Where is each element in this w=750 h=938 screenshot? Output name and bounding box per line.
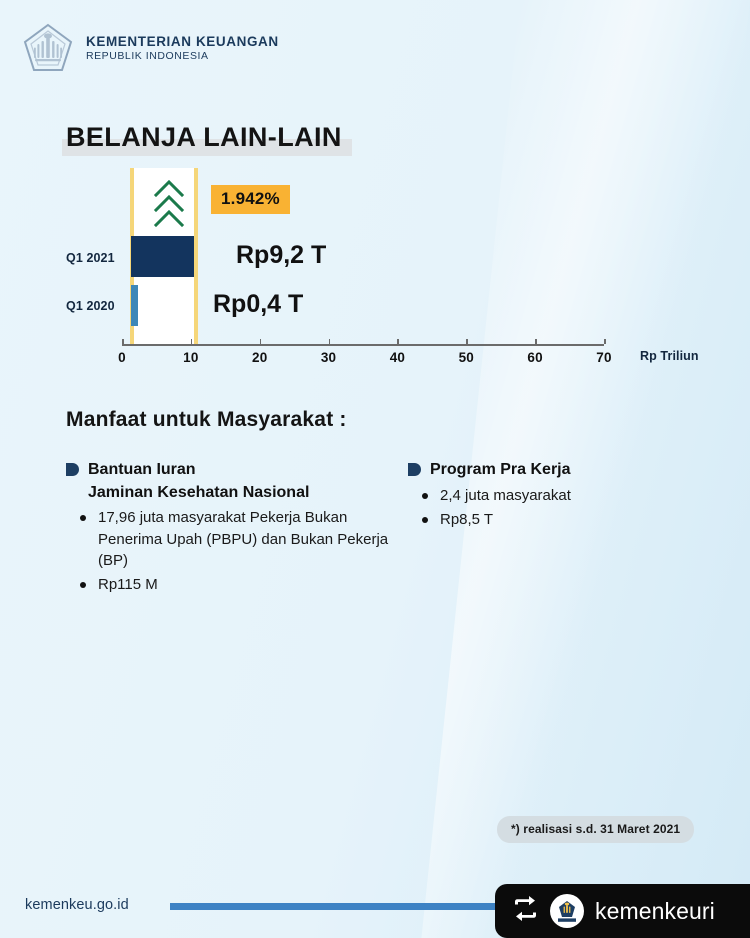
x-axis-tick bbox=[328, 339, 331, 344]
benefit-section-head: Program Pra Kerja bbox=[408, 459, 708, 482]
category-label-2020: Q1 2020 bbox=[66, 299, 115, 313]
growth-percentage-badge: 1.942% bbox=[211, 185, 290, 214]
kemenkeu-emblem-icon bbox=[22, 22, 74, 74]
list-item: 2,4 juta masyarakat bbox=[408, 485, 708, 506]
ministry-name: KEMENTERIAN KEUANGAN bbox=[86, 33, 279, 49]
benefit-column-right: Program Pra Kerja 2,4 juta masyarakat Rp… bbox=[408, 459, 708, 530]
footnote-badge: *) realisasi s.d. 31 Maret 2021 bbox=[497, 816, 695, 843]
title-highlight bbox=[62, 139, 352, 156]
half-circle-bullet-icon bbox=[408, 463, 421, 476]
page-title: BELANJA LAIN-LAIN bbox=[66, 122, 342, 152]
list-item: Rp8,5 T bbox=[408, 509, 708, 530]
repost-icon bbox=[512, 895, 539, 927]
x-axis-tick-label: 30 bbox=[320, 350, 337, 365]
x-axis-tick-label: 0 bbox=[118, 350, 126, 365]
kemenkeu-avatar bbox=[550, 894, 584, 928]
list-item: 17,96 juta masyarakat Pekerja Bukan Pene… bbox=[66, 507, 396, 571]
growth-up-chevrons-icon bbox=[152, 178, 186, 230]
benefit-title-line2: Jaminan Kesehatan Nasional bbox=[88, 483, 310, 501]
page-title-wrap: BELANJA LAIN-LAIN bbox=[62, 122, 352, 156]
ministry-country: REPUBLIK INDONESIA bbox=[86, 49, 209, 62]
x-axis-tick-label: 50 bbox=[458, 350, 474, 365]
list-item: Rp115 M bbox=[66, 574, 396, 595]
category-label-2021: Q1 2021 bbox=[66, 251, 115, 265]
half-circle-bullet-icon bbox=[66, 463, 79, 476]
benefit-section-title: Program Pra Kerja bbox=[430, 459, 571, 482]
x-axis-tick-label: 40 bbox=[389, 350, 406, 365]
x-axis-tick bbox=[535, 339, 537, 344]
instagram-repost-badge[interactable]: kemenkeuri bbox=[495, 884, 750, 938]
reference-line-end bbox=[194, 168, 199, 344]
x-axis-tick bbox=[259, 339, 262, 344]
benefit-list: 17,96 juta masyarakat Pekerja Bukan Pene… bbox=[66, 507, 396, 595]
bar-2020 bbox=[131, 285, 138, 326]
benefit-title-line1: Program Pra Kerja bbox=[430, 461, 571, 478]
benefit-title-line1: Bantuan Iuran bbox=[88, 461, 196, 478]
benefit-section-title: Bantuan Iuran Jaminan Kesehatan Nasional bbox=[88, 459, 309, 504]
x-axis-tick bbox=[397, 339, 399, 344]
x-axis-tick-label: 60 bbox=[527, 350, 543, 365]
header: KEMENTERIAN KEUANGAN REPUBLIK INDONESIA bbox=[22, 22, 279, 74]
bar-2021 bbox=[131, 236, 195, 277]
footer-website-url: kemenkeu.go.id bbox=[25, 897, 129, 913]
brand-text: KEMENTERIAN KEUANGAN REPUBLIK INDONESIA bbox=[86, 34, 279, 63]
benefits-heading: Manfaat untuk Masyarakat : bbox=[66, 408, 347, 431]
x-axis-unit-label: Rp Triliun bbox=[640, 349, 699, 363]
x-axis-tick bbox=[190, 339, 193, 344]
x-axis-tick bbox=[604, 339, 606, 344]
bar-chart: 1.942% Q1 2021 Q1 2020 Rp9,2 T Rp0,4 T 0… bbox=[0, 168, 750, 383]
instagram-handle: kemenkeuri bbox=[595, 897, 715, 924]
bar-value-2021: Rp9,2 T bbox=[236, 241, 327, 269]
x-axis-tick bbox=[466, 339, 468, 344]
x-axis-tick-label: 70 bbox=[596, 350, 612, 365]
bar-value-2020: Rp0,4 T bbox=[213, 290, 304, 318]
benefit-column-left: Bantuan Iuran Jaminan Kesehatan Nasional… bbox=[66, 459, 396, 596]
footer-divider-line bbox=[170, 903, 518, 910]
benefit-section-head: Bantuan Iuran Jaminan Kesehatan Nasional bbox=[66, 459, 396, 504]
x-axis-tick bbox=[122, 339, 124, 344]
x-axis-tick-label: 20 bbox=[251, 350, 268, 365]
x-axis-tick-label: 10 bbox=[183, 350, 199, 365]
benefit-list: 2,4 juta masyarakat Rp8,5 T bbox=[408, 485, 708, 531]
x-axis-line bbox=[122, 344, 604, 346]
